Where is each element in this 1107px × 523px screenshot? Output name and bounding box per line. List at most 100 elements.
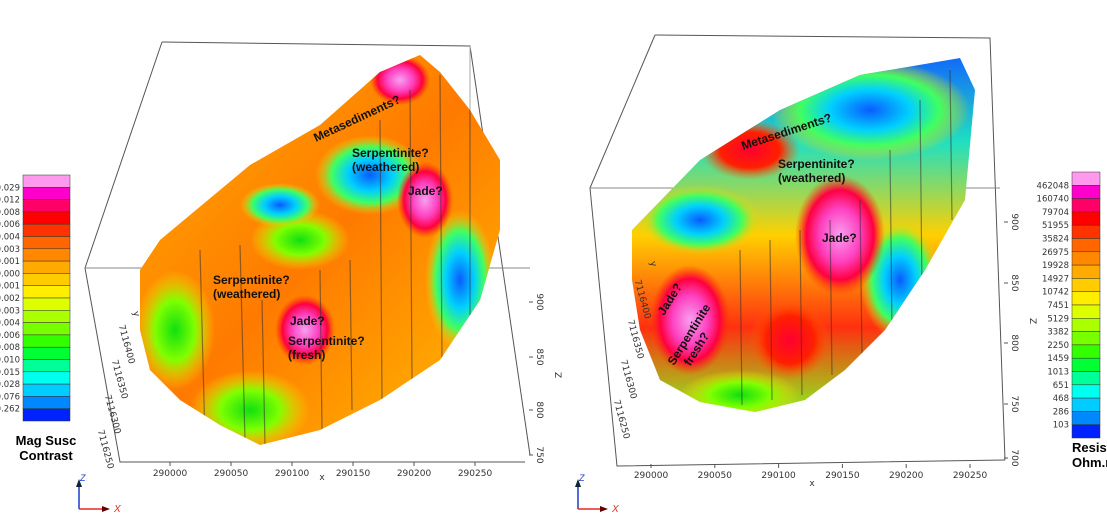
z-arrow-icon	[76, 479, 82, 487]
annotation-serpentinite-fresh: Serpentinite? (fresh)	[288, 334, 365, 362]
colorbar-band	[1071, 357, 1101, 372]
colorbar-band	[22, 359, 71, 373]
colorbar-label: -0.008	[0, 343, 20, 353]
legend-title: Contrast	[19, 448, 73, 463]
x-tick-label: 290100	[761, 471, 796, 481]
colorbar-label: 3382	[1047, 328, 1069, 338]
mag-susc-model	[140, 55, 500, 445]
legend-title: Resistivity	[1072, 440, 1107, 455]
colorbar-label: 79704	[1042, 208, 1069, 218]
z-axis-label: Z	[552, 372, 562, 378]
colorbar-label: -0.262	[0, 405, 20, 415]
colorbar-band	[1071, 264, 1101, 279]
colorbar-label: 5129	[1047, 314, 1069, 324]
z-tick-label: 800	[534, 401, 544, 418]
triad-z-label: Z	[578, 473, 585, 483]
colorbar-band	[1071, 397, 1101, 412]
z-tick-label: 700	[1009, 449, 1019, 466]
x-tick-label: 290150	[825, 471, 860, 481]
legend-title: Ohm.m	[1072, 455, 1107, 470]
colorbar-band	[1071, 424, 1101, 439]
annotation-jade: Jade?	[822, 231, 857, 245]
colorbar-label: -0.028	[0, 380, 20, 390]
colorbar-band	[1071, 238, 1101, 253]
colorbar-label: 14927	[1042, 274, 1069, 284]
colorbar-band	[22, 297, 71, 311]
colorbar-label: 35824	[1042, 235, 1069, 245]
colorbar-resistivity: 462048 160740 79704 51955 35824 26975 19928 149…	[1037, 171, 1107, 470]
triad-x-label: X	[113, 504, 121, 515]
colorbar-label: -0.002	[0, 294, 20, 304]
colorbar-band	[22, 211, 71, 225]
annotation-jade-lower: Jade?	[290, 314, 325, 328]
colorbar-label: 0.029	[0, 183, 20, 193]
colorbar-band	[22, 248, 71, 262]
colorbar-band	[22, 223, 71, 237]
colorbar-label: 7451	[1047, 301, 1069, 311]
triad-z-label: Z	[79, 473, 86, 483]
z-tick-label: 850	[534, 348, 544, 365]
x-axis-label: x	[809, 479, 815, 489]
orientation-triad-right: Z X	[575, 473, 619, 515]
colorbar-label: 51955	[1042, 221, 1069, 231]
colorbar-label: 0.012	[0, 196, 20, 206]
colorbar-mag-susc: 0.029 0.012 0.008 0.006 0.004 0.003 0.001 0.000…	[0, 174, 77, 463]
annotation-serpentinite-weathered: Serpentinite? (weathered)	[778, 157, 855, 185]
legends: 0.029 0.012 0.008 0.006 0.004 0.003 0.001 0.000…	[0, 171, 1107, 470]
annotation-serpentinite-weathered: Serpentinite? (weathered)	[352, 146, 429, 174]
axes: 290000 290050 290100 290150 290200 290250 x 711…	[95, 213, 1037, 489]
colorbar-label: 651	[1053, 381, 1069, 391]
y-tick-label: 7116250	[95, 429, 115, 471]
colorbar-band	[1071, 198, 1101, 213]
colorbar-band	[1071, 224, 1101, 239]
colorbar-label: 0.006	[0, 220, 20, 230]
annotation-serpentinite-weathered-lower: Serpentinite? (weathered)	[213, 273, 290, 301]
colorbar-band	[1071, 171, 1101, 186]
colorbar-label: 160740	[1037, 195, 1069, 205]
x-tick-label: 290200	[889, 471, 924, 481]
colorbar-label: 0.000	[0, 269, 20, 279]
colorbar-band	[1071, 344, 1101, 359]
z-axis-label: Z	[1027, 318, 1037, 324]
colorbar-band	[22, 187, 71, 200]
colorbar-label: 1013	[1047, 368, 1069, 378]
colorbar-band	[22, 408, 71, 422]
colorbar-band	[22, 322, 71, 336]
colorbar-label: 10742	[1042, 288, 1069, 298]
colorbar-band	[1071, 371, 1101, 386]
x-tick-label: 290000	[634, 471, 669, 481]
colorbar-band	[1071, 211, 1101, 226]
y-tick-label: 7116300	[618, 359, 638, 401]
colorbar-label: 0.004	[0, 233, 20, 243]
colorbar-band	[22, 334, 71, 348]
colorbar-band	[22, 396, 71, 409]
colorbar-label: 462048	[1037, 181, 1069, 191]
colorbar-band	[22, 285, 71, 299]
colorbar-label: -0.006	[0, 331, 20, 341]
legend-title: Mag Susc	[16, 433, 77, 448]
x-arrow-icon	[102, 506, 110, 512]
colorbar-band	[22, 346, 71, 360]
colorbar-band	[1071, 318, 1101, 332]
colorbar-label: 2250	[1047, 341, 1069, 351]
colorbar-label: 468	[1053, 394, 1069, 404]
x-axis-label: x	[319, 473, 325, 483]
z-tick-label: 750	[534, 446, 544, 463]
colorbar-band	[22, 174, 71, 188]
z-tick-label: 750	[1009, 395, 1019, 412]
colorbar-label: 19928	[1042, 261, 1069, 271]
colorbar-band	[1071, 291, 1101, 306]
colorbar-band	[22, 310, 71, 323]
orientation-triad-left: Z X	[76, 473, 121, 515]
colorbar-label: 0.001	[0, 257, 20, 267]
x-tick-label: 290100	[275, 469, 310, 479]
colorbar-band	[1071, 304, 1101, 319]
colorbar-label: -0.015	[0, 368, 20, 378]
colorbar-band	[22, 260, 71, 274]
colorbar-label: 26975	[1042, 248, 1069, 258]
colorbar-label: -0.001	[0, 282, 20, 292]
z-arrow-icon	[575, 479, 581, 487]
z-tick-label: 850	[1009, 274, 1019, 291]
colorbar-band	[1071, 278, 1101, 292]
